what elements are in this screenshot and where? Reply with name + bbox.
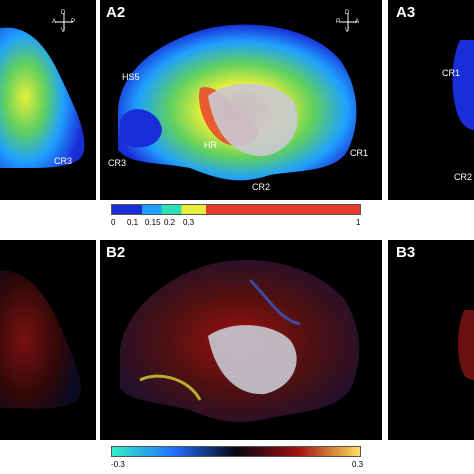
panel-a1: D A P V CR3 xyxy=(0,0,96,200)
panel-label-b2: B2 xyxy=(106,244,126,261)
panel-label-a3: A3 xyxy=(396,4,416,21)
region-label-cr2-a2: CR2 xyxy=(252,182,271,192)
panel-a2: A2 D P A V HS5 HR CR3 CR1 CR2 xyxy=(100,0,382,200)
compass-a2: D P A V xyxy=(336,10,360,34)
colorbar-a-tick: 0.15 xyxy=(145,218,161,227)
colorbar-b-tick: 0.3 xyxy=(352,460,364,469)
panel-a3: A3 CR1 CR2 xyxy=(388,0,474,200)
colorbar-a xyxy=(111,204,361,215)
colorbar-a-tick: 0.3 xyxy=(183,218,195,227)
region-label-hr: HR xyxy=(204,140,217,150)
brain-surface-a1 xyxy=(0,27,85,169)
region-label-cr2-a3: CR2 xyxy=(454,172,473,182)
region-label-cr3-a1: CR3 xyxy=(54,156,73,166)
brain-surface-a2 xyxy=(118,24,357,181)
panel-label-b3: B3 xyxy=(396,244,416,261)
colorbar-a-tick: 1 xyxy=(356,218,361,227)
region-label-cr1-a2: CR1 xyxy=(350,148,369,158)
colorbar-a-tick: 0 xyxy=(111,218,116,227)
colorbar-a-tick: 0.2 xyxy=(164,218,176,227)
brain-surface-b1 xyxy=(0,270,81,409)
region-label-cr1-a3: CR1 xyxy=(442,68,461,78)
compass-a1: D A P V xyxy=(52,10,76,34)
colorbar-b xyxy=(111,446,361,457)
panel-b2: B2 xyxy=(100,240,382,440)
region-label-cr3-a2: CR3 xyxy=(108,158,127,168)
brain-surface-b2 xyxy=(120,259,360,423)
colorbar-a-tick: 0.1 xyxy=(127,218,139,227)
region-label-hs5: HS5 xyxy=(122,72,140,82)
panel-b1 xyxy=(0,240,96,440)
colorbar-b-tick: -0.3 xyxy=(111,460,125,469)
panel-b3: B3 xyxy=(388,240,474,440)
brain-surface-b3 xyxy=(458,310,474,380)
panel-label-a2: A2 xyxy=(106,4,126,21)
brain-surface-a3 xyxy=(452,40,474,130)
